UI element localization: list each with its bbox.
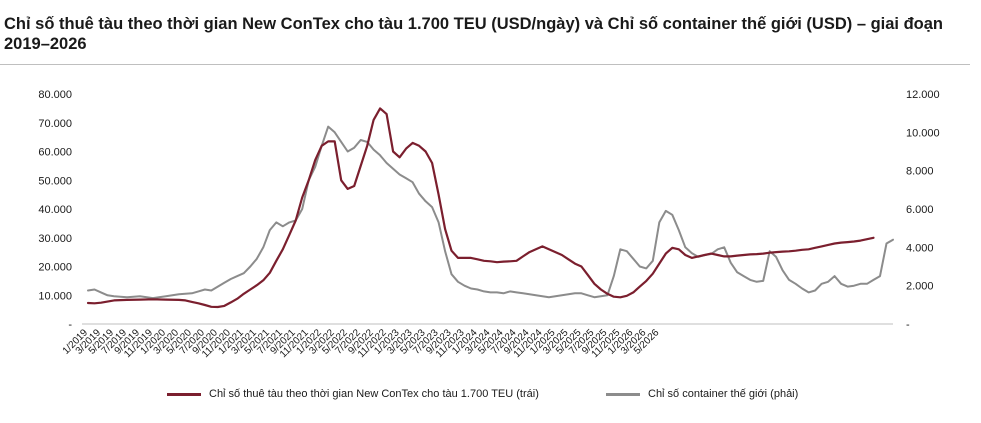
- title-divider: [0, 64, 970, 65]
- y-right-tick-label: 12.000: [906, 89, 940, 101]
- y-left-tick-label: 20.000: [38, 262, 72, 274]
- y-left-tick-label: 70.000: [38, 118, 72, 130]
- y-left-tick-label: 30.000: [38, 233, 72, 245]
- y-right-tick-label: 2.000: [906, 281, 934, 293]
- y-right-tick-label: 10.000: [906, 127, 940, 139]
- y-right-tick-label: -: [906, 319, 910, 331]
- y-left-tick-label: 40.000: [38, 204, 72, 216]
- y-right-tick-label: 6.000: [906, 204, 934, 216]
- chart-title: Chỉ số thuê tàu theo thời gian New ConTe…: [4, 15, 944, 53]
- y-left-tick-label: -: [68, 319, 72, 331]
- legend-label-series2: Chỉ số container thế giới (phải): [648, 388, 799, 400]
- y-right-tick-label: 4.000: [906, 242, 934, 254]
- legend-swatch-series1: [167, 392, 201, 396]
- y-left-tick-label: 80.000: [38, 89, 72, 101]
- y-left-tick-label: 10.000: [38, 290, 72, 302]
- legend-item-series2: Chỉ số container thế giới (phải): [606, 385, 798, 403]
- y-right-tick-label: 8.000: [906, 166, 934, 178]
- y-left-tick-label: 50.000: [38, 175, 72, 187]
- series-line-world-container-index: [87, 125, 894, 300]
- y-left-tick-label: 60.000: [38, 147, 72, 159]
- legend-item-series1: Chỉ số thuê tàu theo thời gian New ConTe…: [167, 385, 539, 403]
- legend-label-series1: Chỉ số thuê tàu theo thời gian New ConTe…: [209, 388, 539, 400]
- legend-swatch-series2: [606, 392, 640, 396]
- series-line-contex: [86, 107, 875, 309]
